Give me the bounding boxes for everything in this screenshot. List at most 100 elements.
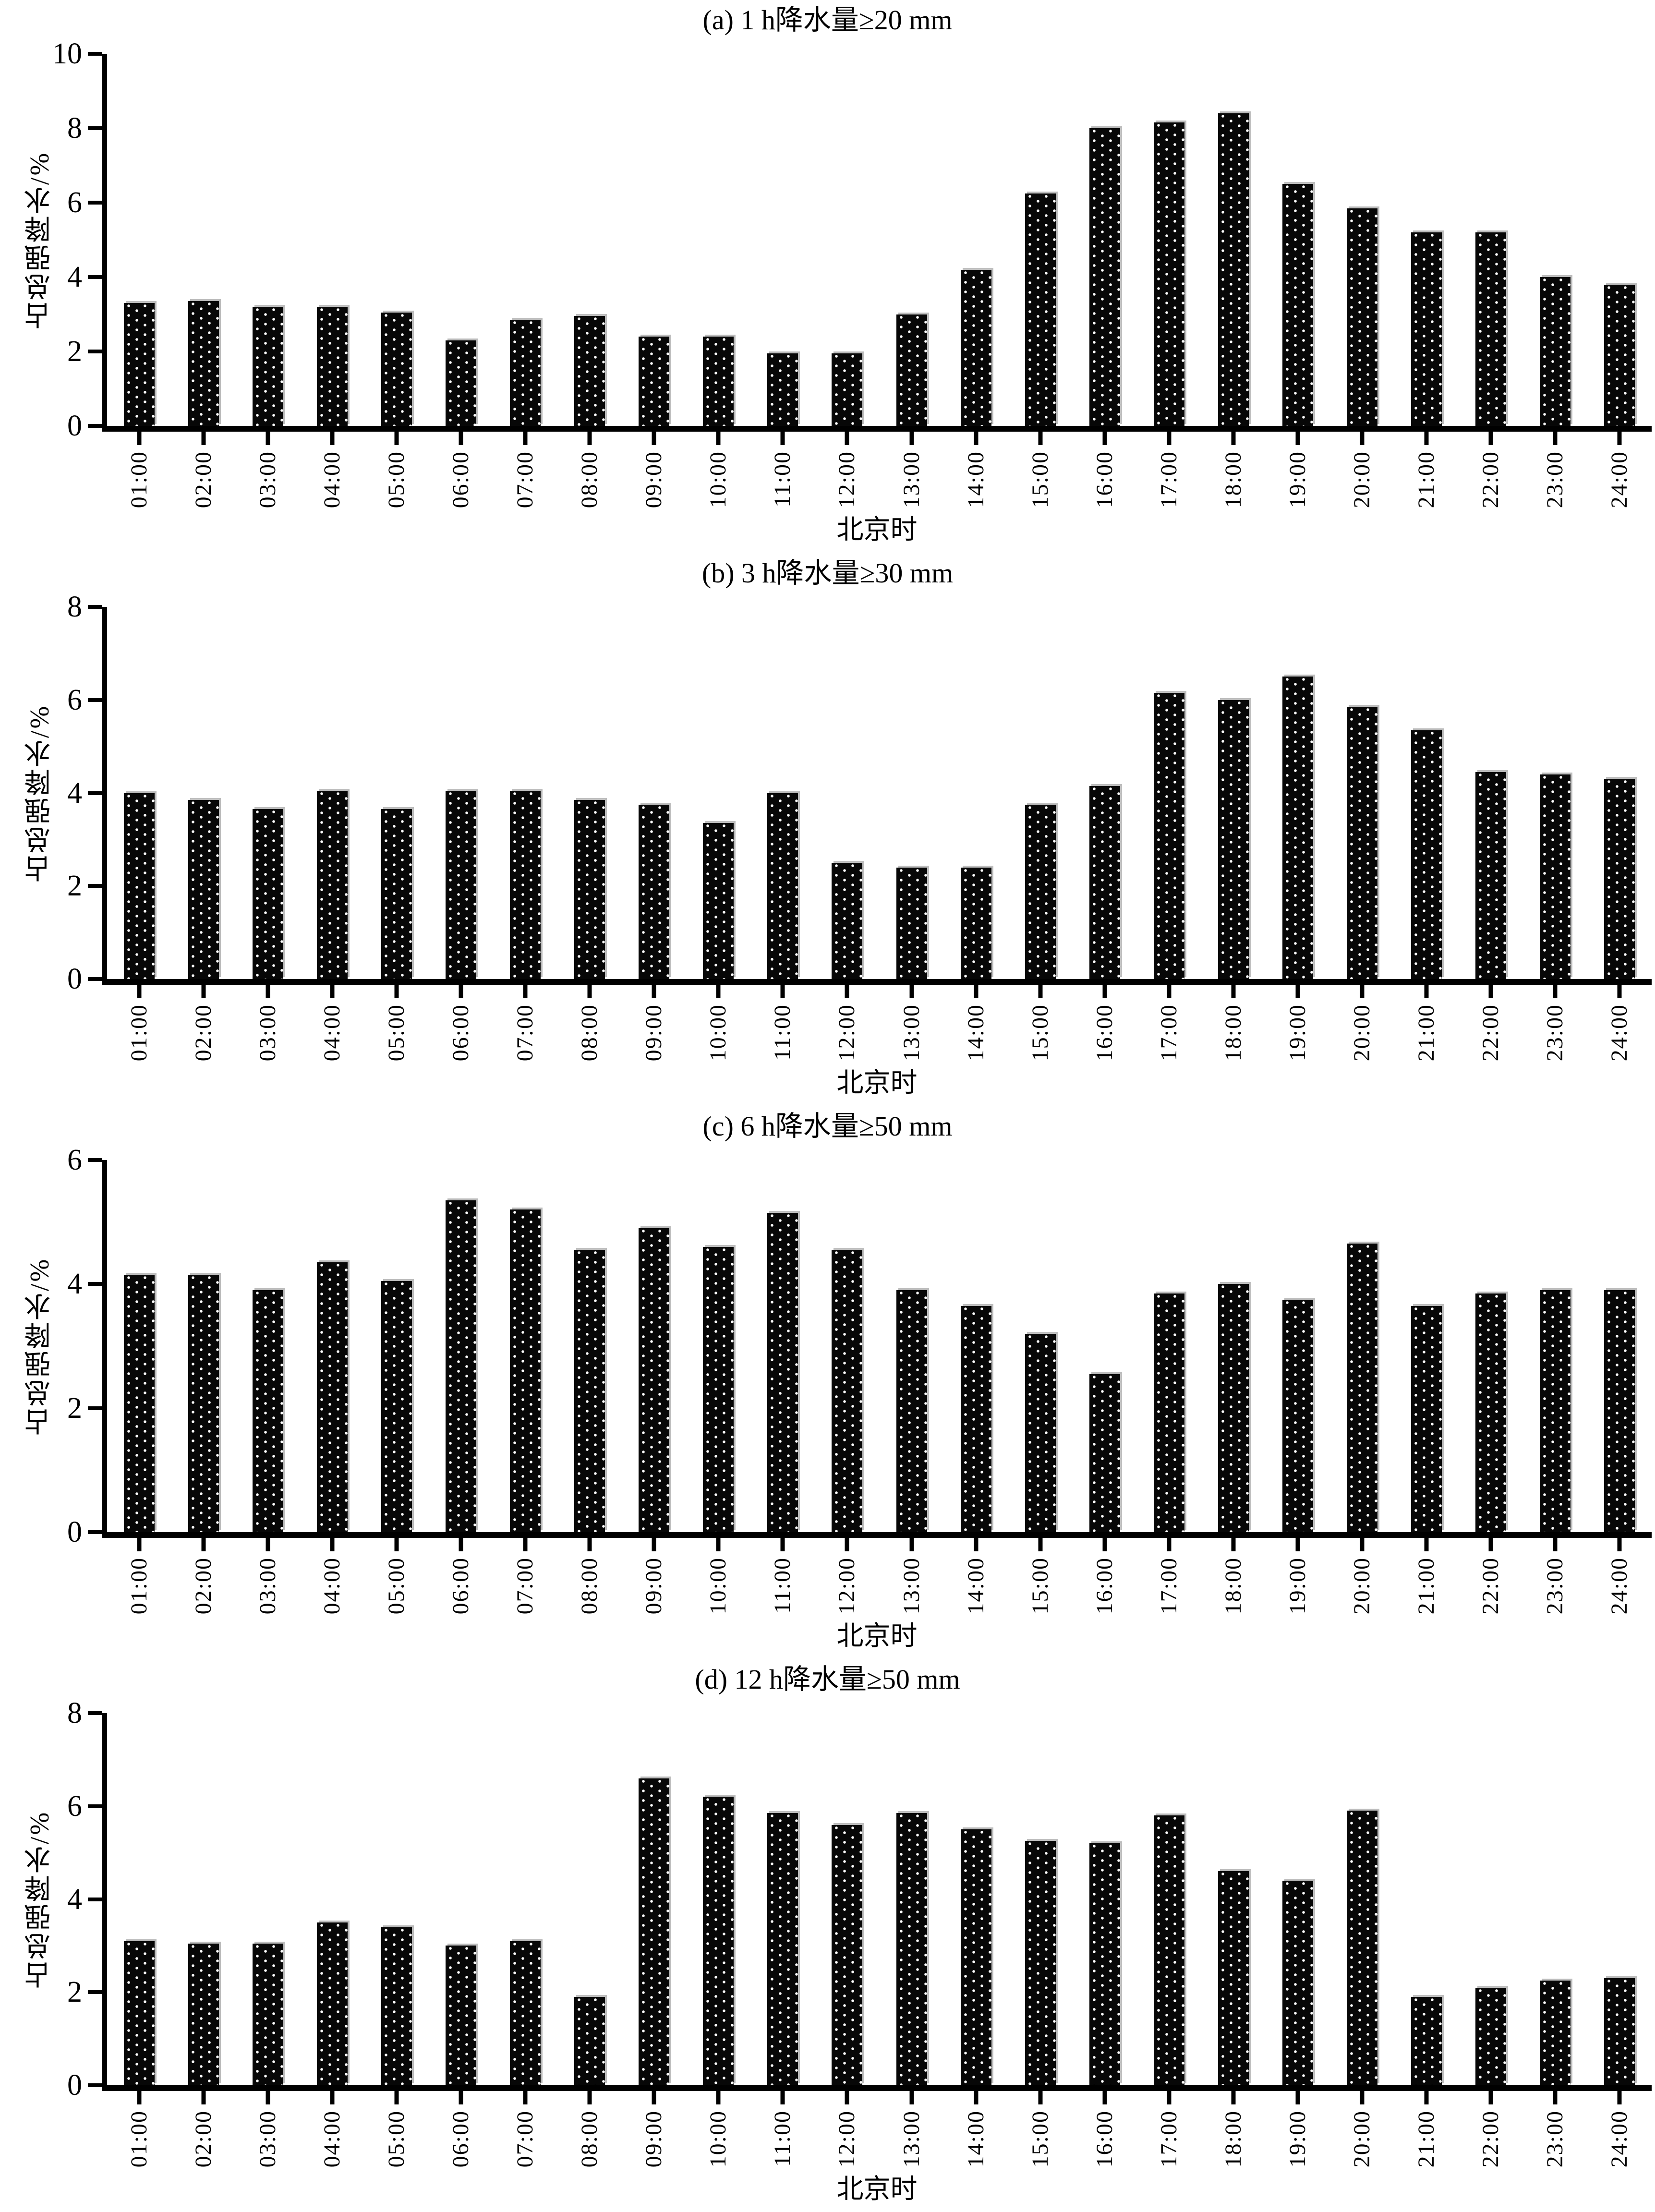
x-tick-label: 07:00 (512, 2110, 538, 2168)
bar-a-21:00 (1411, 232, 1442, 426)
x-tick-mark (780, 985, 785, 998)
bar-d-02:00 (188, 1943, 219, 2085)
x-tick-mark (1553, 2091, 1558, 2104)
x-tick-label: 04:00 (319, 2110, 345, 2168)
x-tick-label: 21:00 (1413, 1557, 1439, 1615)
bar-c-21:00 (1411, 1305, 1442, 1532)
x-tick-label: 06:00 (448, 2110, 474, 2168)
y-tick-mark (88, 605, 102, 609)
bar-b-12:00 (832, 862, 863, 979)
x-tick-mark (845, 985, 849, 998)
bar-c-23:00 (1539, 1290, 1570, 1532)
panel-b: (b) 3 h降水量≥30 mm 0 2 4 6 8 01:00 02:00 03:00 04:0… (0, 553, 1655, 1106)
bar-b-08:00 (574, 800, 605, 979)
y-tick-label: 8 (67, 1697, 82, 1729)
x-tick-mark (394, 985, 399, 998)
y-tick-mark (88, 977, 102, 981)
x-tick-mark (780, 432, 785, 445)
x-tick-mark (587, 432, 592, 445)
x-tick-label: 19:00 (1284, 1557, 1310, 1615)
panel-b-plot-area: 0 2 4 6 8 01:00 02:00 03:00 04:00 05:00 06:00 07:00… (67, 592, 1652, 1061)
bar-a-11:00 (767, 353, 798, 426)
x-tick-label: 17:00 (1156, 1004, 1182, 1062)
x-tick-label: 08:00 (577, 451, 603, 508)
x-tick-label: 15:00 (1027, 2110, 1053, 2168)
bar-b-09:00 (639, 804, 670, 979)
x-tick-label: 12:00 (834, 1004, 860, 1062)
x-tick-label: 24:00 (1606, 1004, 1632, 1062)
x-tick-label: 06:00 (448, 1557, 474, 1615)
x-tick-mark (652, 1538, 656, 1551)
bar-a-09:00 (639, 337, 670, 426)
x-tick-label: 01:00 (126, 1004, 152, 1062)
x-tick-mark (137, 2091, 142, 2104)
x-tick-label: 15:00 (1027, 1557, 1053, 1615)
x-tick-label: 09:00 (641, 1557, 667, 1615)
y-tick-label: 4 (67, 776, 82, 810)
bar-c-18:00 (1218, 1284, 1249, 1532)
x-tick-label: 11:00 (770, 1004, 796, 1061)
x-tick-label: 23:00 (1542, 1004, 1568, 1062)
x-tick-label: 22:00 (1477, 1004, 1503, 1062)
x-tick-label: 05:00 (384, 451, 410, 508)
bar-d-15:00 (1025, 1841, 1056, 2085)
bar-b-16:00 (1089, 786, 1120, 979)
y-tick-label: 2 (67, 335, 82, 368)
bar-c-15:00 (1025, 1333, 1056, 1532)
x-tick-mark (1231, 432, 1236, 445)
x-tick-label: 07:00 (512, 1004, 538, 1062)
bar-d-11:00 (767, 1813, 798, 2085)
x-tick-label: 08:00 (577, 1004, 603, 1062)
x-tick-mark (1038, 985, 1043, 998)
x-tick-mark (266, 432, 270, 445)
bar-c-01:00 (124, 1274, 155, 1532)
x-tick-mark (1295, 2091, 1300, 2104)
x-tick-label: 11:00 (770, 1557, 796, 1614)
x-tick-label: 15:00 (1027, 1004, 1053, 1062)
bar-d-18:00 (1218, 1871, 1249, 2085)
bar-b-01:00 (124, 793, 155, 979)
bar-a-04:00 (317, 307, 348, 426)
x-tick-label: 23:00 (1542, 451, 1568, 508)
x-tick-mark (652, 2091, 656, 2104)
x-tick-mark (201, 1538, 206, 1551)
bar-d-20:00 (1346, 1811, 1377, 2085)
y-tick-mark (88, 275, 102, 279)
x-tick-label: 24:00 (1606, 451, 1632, 508)
bar-c-20:00 (1346, 1244, 1377, 1532)
x-tick-mark (394, 1538, 399, 1551)
x-tick-mark (1038, 1538, 1043, 1551)
bar-b-04:00 (317, 790, 348, 979)
x-tick-mark (716, 432, 721, 445)
x-tick-label: 12:00 (834, 1557, 860, 1615)
y-tick-mark (88, 2083, 102, 2087)
y-tick-label: 10 (52, 37, 82, 70)
x-tick-mark (1488, 432, 1493, 445)
x-tick-label: 11:00 (770, 451, 796, 508)
x-tick-label: 11:00 (770, 2110, 796, 2167)
x-tick-label: 18:00 (1220, 1557, 1246, 1615)
bar-c-24:00 (1604, 1290, 1635, 1532)
bar-a-18:00 (1218, 113, 1249, 426)
x-tick-label: 20:00 (1349, 2110, 1375, 2168)
x-tick-mark (201, 2091, 206, 2104)
x-tick-label: 17:00 (1156, 1557, 1182, 1615)
bar-b-07:00 (510, 790, 541, 979)
x-tick-mark (523, 2091, 528, 2104)
x-tick-label: 17:00 (1156, 2110, 1182, 2168)
x-tick-mark (587, 985, 592, 998)
x-tick-label: 21:00 (1413, 1004, 1439, 1062)
bar-a-03:00 (253, 307, 284, 426)
x-tick-mark (652, 432, 656, 445)
x-tick-mark (330, 2091, 335, 2104)
x-tick-mark (780, 1538, 785, 1551)
bar-d-05:00 (381, 1927, 412, 2085)
y-tick-mark (88, 1530, 102, 1534)
bar-b-11:00 (767, 793, 798, 979)
bar-d-09:00 (639, 1778, 670, 2085)
x-tick-mark (266, 1538, 270, 1551)
x-tick-label: 03:00 (255, 451, 281, 508)
x-tick-label: 15:00 (1027, 451, 1053, 508)
x-tick-label: 04:00 (319, 451, 345, 508)
